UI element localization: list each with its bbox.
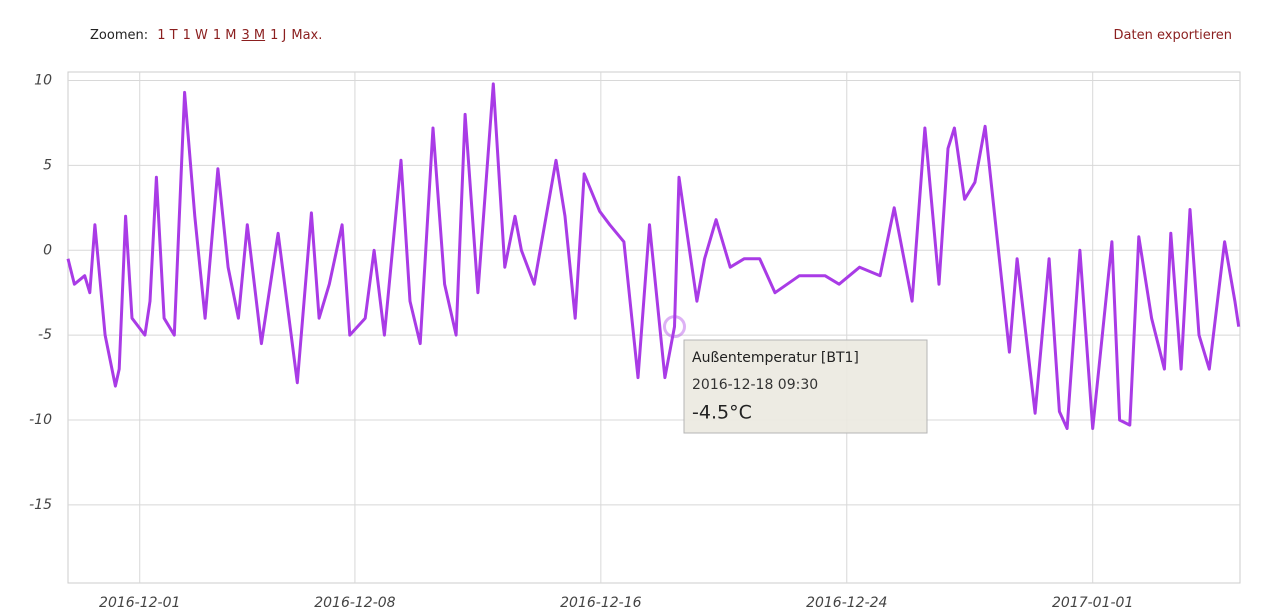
hover-marker	[662, 315, 686, 339]
plot-frame	[67, 71, 1241, 584]
zoom-option[interactable]: Max.	[291, 28, 323, 43]
zoom-option[interactable]: 1 W	[182, 28, 208, 43]
zoom-bar: Zoomen: 1 T 1 W 1 M 3 M 1 J Max.	[90, 28, 327, 43]
x-tick-label: 2016-12-01	[99, 595, 180, 611]
zoom-option[interactable]: 1 T	[157, 28, 178, 43]
x-tick-label: 2017-01-01	[1052, 595, 1133, 611]
y-tick-label: -15	[29, 497, 52, 513]
tooltip-title: Außentemperatur [BT1]	[692, 350, 859, 366]
tooltip-value: -4.5°C	[692, 402, 752, 424]
y-tick-label: 10	[34, 72, 52, 88]
y-tick-label: -5	[38, 327, 52, 343]
zoom-option[interactable]: 1 M	[212, 28, 237, 43]
x-tick-label: 2016-12-24	[806, 595, 887, 611]
tooltip-date: 2016-12-18 09:30	[692, 377, 818, 393]
y-tick-label: 5	[43, 157, 52, 173]
zoom-option[interactable]: 3 M	[241, 28, 266, 43]
zoom-option[interactable]: 1 J	[270, 28, 287, 43]
x-tick-label: 2016-12-08	[314, 595, 395, 611]
y-tick-label: 0	[43, 242, 52, 258]
x-tick-label: 2016-12-16	[560, 595, 641, 611]
tooltip-box	[683, 339, 928, 434]
zoom-label: Zoomen:	[90, 28, 149, 43]
data-line	[66, 82, 1241, 430]
export-link[interactable]: Daten exportieren	[1113, 28, 1232, 43]
y-tick-label: -10	[29, 412, 52, 428]
tooltip: Außentemperatur [BT1] 2016-12-18 09:30 -4.…	[683, 339, 928, 434]
